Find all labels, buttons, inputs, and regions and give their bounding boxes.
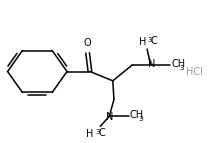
Text: H: H [139,37,146,47]
Text: C: C [98,128,105,138]
Text: 3: 3 [148,37,152,43]
Text: N: N [148,59,155,69]
Text: O: O [84,38,91,48]
Text: 3: 3 [95,129,99,135]
Text: HCl: HCl [186,67,203,77]
Text: 3: 3 [180,65,184,71]
Text: 3: 3 [138,116,143,122]
Text: H: H [86,129,93,139]
Text: CH: CH [130,110,144,120]
Text: C: C [151,36,158,46]
Text: CH: CH [171,59,185,69]
Text: N: N [106,112,114,122]
